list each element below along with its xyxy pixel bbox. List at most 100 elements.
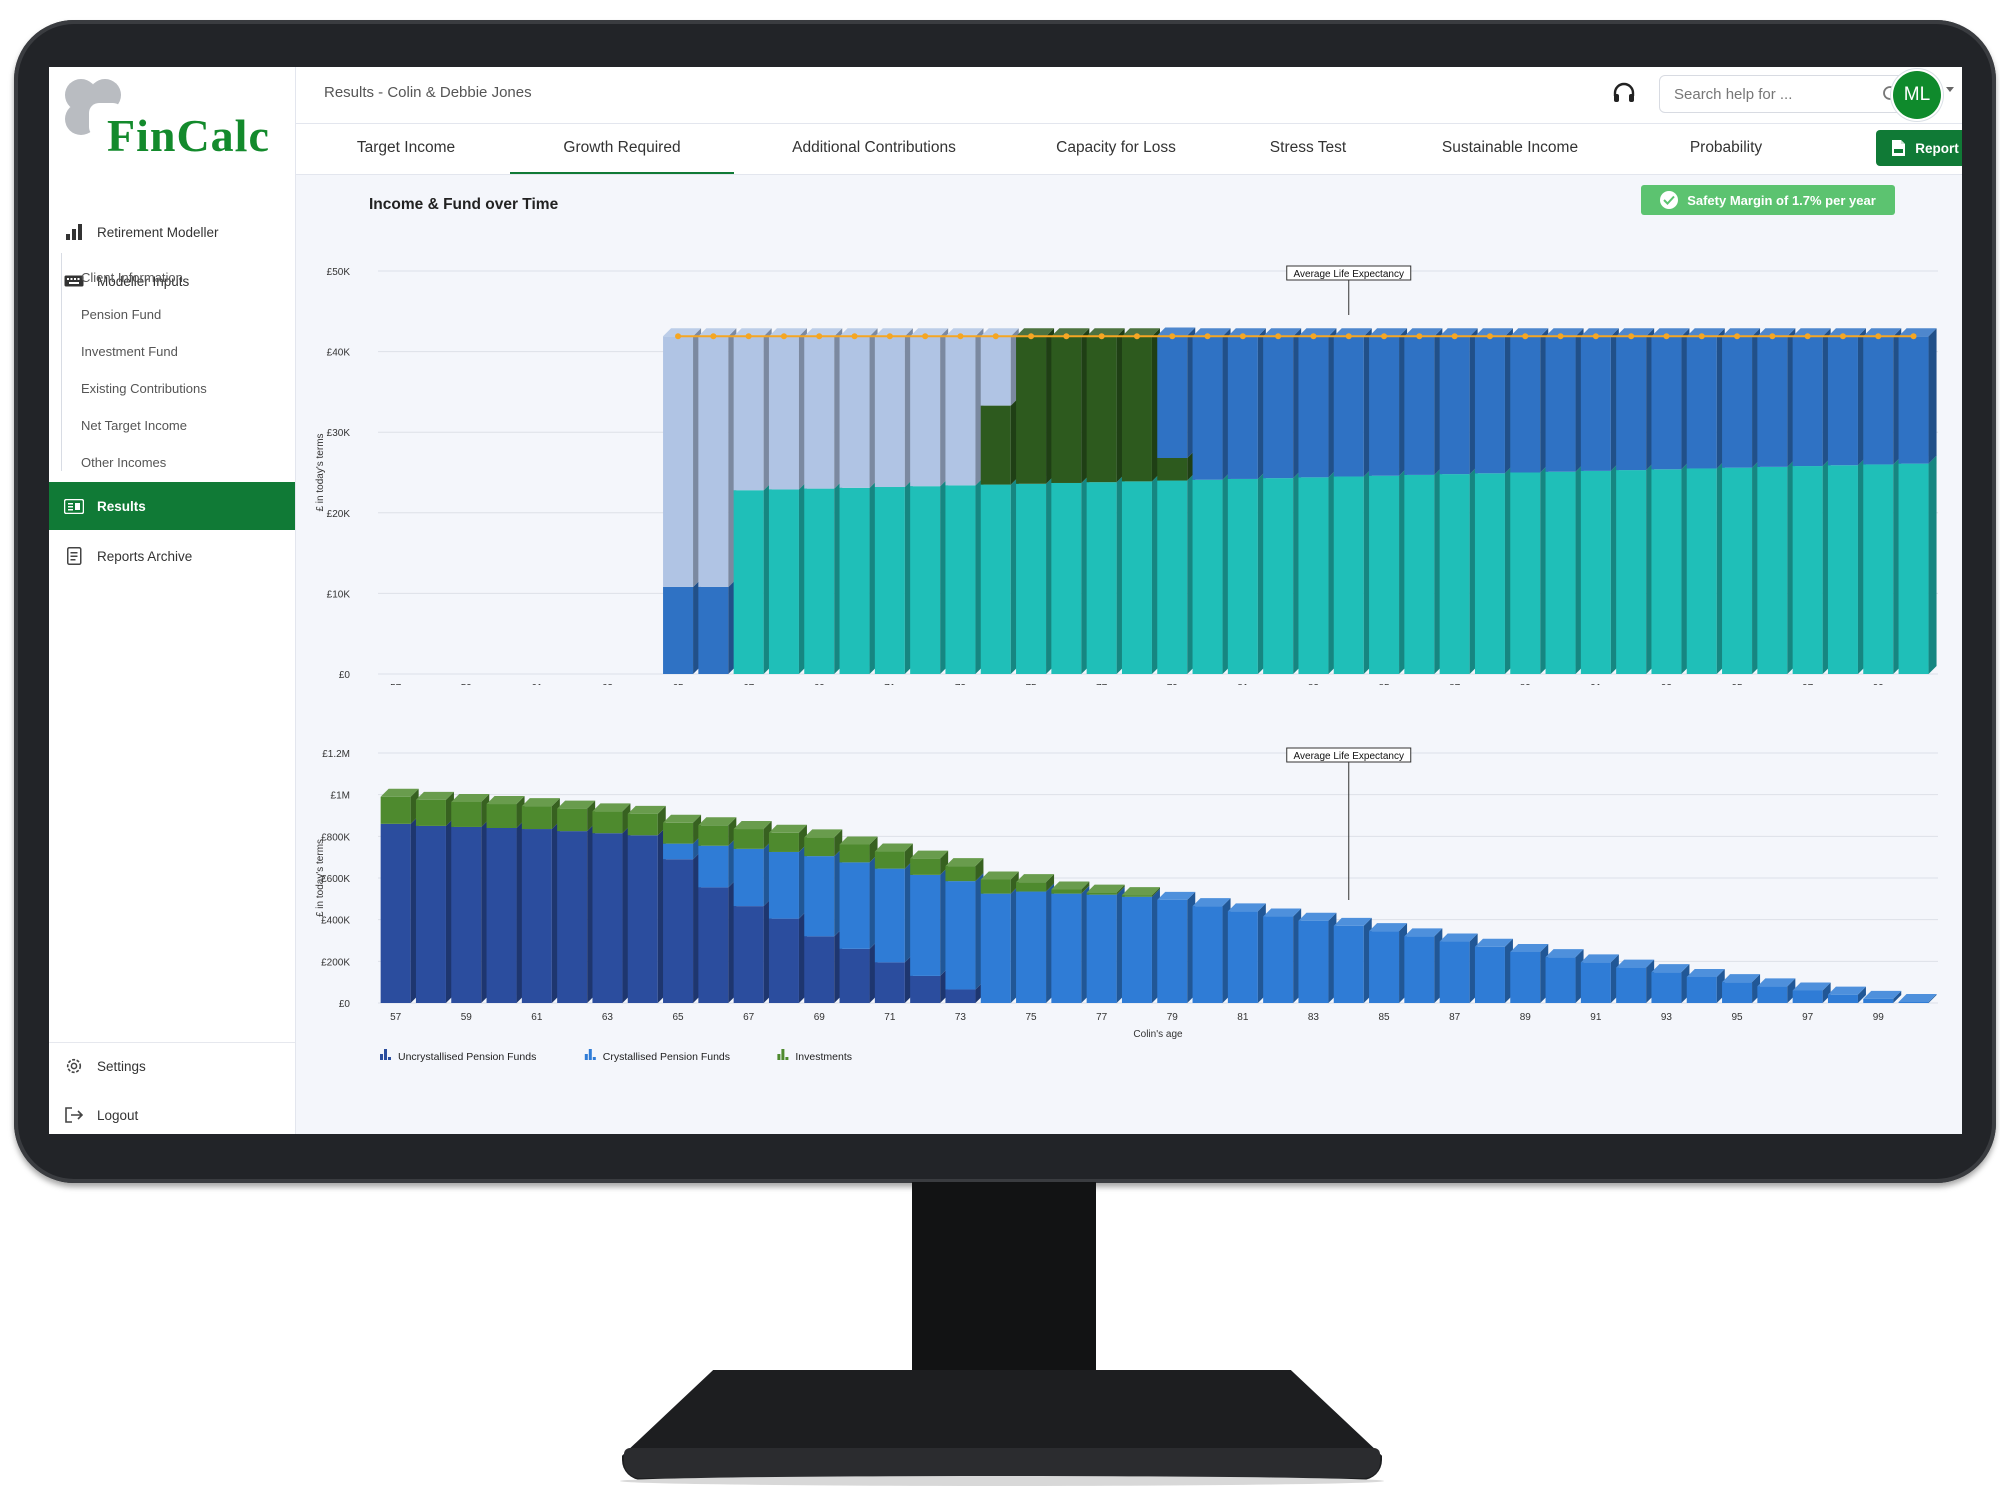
tab-stress-test[interactable]: Stress Test	[1269, 139, 1347, 156]
monitor-stand-shadow	[620, 1476, 1384, 1486]
report-button[interactable]: Report	[1876, 130, 1962, 166]
tab-target-income[interactable]: Target Income	[356, 139, 456, 156]
bar-segment	[1510, 336, 1541, 473]
sidebar-subitem-net-target-income[interactable]: Net Target Income	[81, 418, 187, 433]
sidebar-item-label: Settings	[97, 1058, 146, 1074]
sidebar-item-modeller-inputs[interactable]: Modeller Inputs	[49, 258, 295, 304]
bar-top	[1121, 887, 1160, 896]
bar-segment	[804, 837, 835, 857]
bar-segment	[1898, 336, 1929, 464]
bar-segment	[521, 829, 552, 1003]
sidebar-item-reports-archive[interactable]: Reports Archive	[49, 533, 295, 579]
tab-additional-contributions[interactable]: Additional Contributions	[792, 139, 956, 156]
bar-side	[1151, 887, 1160, 897]
bar-top	[557, 800, 596, 809]
sidebar-item-logout[interactable]: Logout	[49, 1092, 295, 1134]
bar-side	[1857, 986, 1866, 1003]
bar-chart-icon	[63, 223, 85, 241]
sidebar-subitem-client-information[interactable]: Client Information	[81, 270, 183, 285]
sidebar-subitem-other-incomes[interactable]: Other Incomes	[81, 455, 167, 470]
target-income-point	[1133, 333, 1140, 340]
bar-top	[1722, 328, 1761, 337]
bar-segment	[1051, 482, 1082, 674]
results-tabs: Target Income Growth Required Additional…	[296, 124, 1962, 175]
bar-segment	[1298, 336, 1329, 478]
sidebar-subitem-investment-fund[interactable]: Investment Fund	[81, 344, 178, 359]
bar-top	[1369, 328, 1408, 337]
tab-sustainable-income[interactable]: Sustainable Income	[1441, 139, 1579, 156]
bar-segment	[980, 336, 1011, 406]
bar-segment	[1227, 336, 1258, 479]
sidebar-subitem-pension-fund[interactable]: Pension Fund	[81, 307, 162, 322]
bar-segment	[451, 801, 482, 827]
tab-probability[interactable]: Probability	[1689, 139, 1763, 156]
bar-segment	[1263, 478, 1294, 674]
bar-top	[1474, 938, 1513, 947]
bar-segment	[1792, 336, 1823, 467]
bar-top	[1051, 881, 1090, 890]
target-income-point	[1275, 333, 1282, 340]
bar-top	[1227, 328, 1266, 337]
logo-wordmark: FinCalc	[107, 110, 270, 161]
headset-support-icon[interactable]	[1611, 81, 1637, 107]
life-expectancy-box	[1286, 747, 1412, 763]
search-input[interactable]	[1672, 85, 1876, 104]
bar-segment	[1827, 336, 1858, 466]
clover-logo-icon	[65, 79, 123, 137]
x-tick-label: 65	[672, 683, 684, 685]
bar-segment	[1121, 895, 1152, 897]
top-bar: Results - Colin & Debbie Jones ML	[296, 67, 1962, 124]
bar-segment	[1333, 336, 1364, 477]
bar-top	[521, 798, 560, 807]
x-tick-label: 99	[1873, 1012, 1885, 1023]
y-tick-label: £800K	[321, 832, 350, 843]
chevron-down-icon[interactable]	[1946, 87, 1954, 92]
bar-top	[874, 328, 913, 337]
bar-top	[980, 328, 1019, 337]
x-tick-label: 83	[1308, 1012, 1320, 1023]
x-tick-label: 89	[1520, 683, 1532, 685]
bar-segment	[804, 856, 835, 937]
target-income-point	[1063, 333, 1070, 340]
sidebar-item-results[interactable]: Results	[49, 482, 295, 530]
monitor-stand-lip	[624, 1448, 1380, 1478]
sidebar-item-settings[interactable]: Settings	[49, 1043, 295, 1089]
bar-segment	[874, 487, 905, 674]
bar-segment	[1157, 457, 1188, 481]
sidebar-item-retirement-modeller[interactable]: Retirement Modeller	[49, 209, 295, 255]
sidebar-item-label: Reports Archive	[97, 548, 193, 564]
bar-segment	[1651, 972, 1682, 1003]
x-tick-label: 79	[1167, 683, 1179, 685]
bar-top	[1827, 328, 1866, 337]
x-tick-label: 69	[814, 1012, 826, 1023]
sidebar-subitem-existing-contributions[interactable]: Existing Contributions	[81, 381, 207, 396]
bar-top	[1792, 982, 1831, 991]
avatar[interactable]: ML	[1893, 71, 1941, 119]
bar-segment	[839, 336, 870, 488]
bar-segment	[1121, 481, 1152, 674]
target-income-point	[675, 333, 682, 340]
x-tick-label: 91	[1590, 683, 1602, 685]
tab-capacity-for-loss[interactable]: Capacity for Loss	[1056, 139, 1176, 156]
fincalc-logo[interactable]: FinCalc	[61, 75, 291, 165]
x-tick-label: 63	[602, 683, 614, 685]
x-tick-label: 67	[743, 683, 755, 685]
bar-segment	[1404, 936, 1435, 1003]
bar-top	[1016, 874, 1055, 883]
bar-segment	[1863, 336, 1894, 465]
bar-top	[1792, 328, 1831, 337]
legend-bar-marker	[781, 1049, 785, 1060]
x-tick-label: 59	[461, 1012, 473, 1023]
sidebar-item-label: Results	[97, 498, 146, 514]
x-tick-label: 71	[884, 1012, 896, 1023]
bar-segment	[1439, 941, 1470, 1003]
bar-side	[1928, 328, 1937, 464]
bar-segment	[415, 799, 446, 826]
target-income-point	[816, 333, 823, 340]
x-tick-label: 99	[1873, 683, 1885, 685]
y-tick-label: £10K	[327, 589, 351, 600]
breadcrumb: Results - Colin & Debbie Jones	[324, 84, 532, 101]
bar-segment	[1192, 336, 1223, 480]
bar-segment	[1474, 473, 1505, 674]
tab-growth-required[interactable]: Growth Required	[510, 124, 734, 174]
